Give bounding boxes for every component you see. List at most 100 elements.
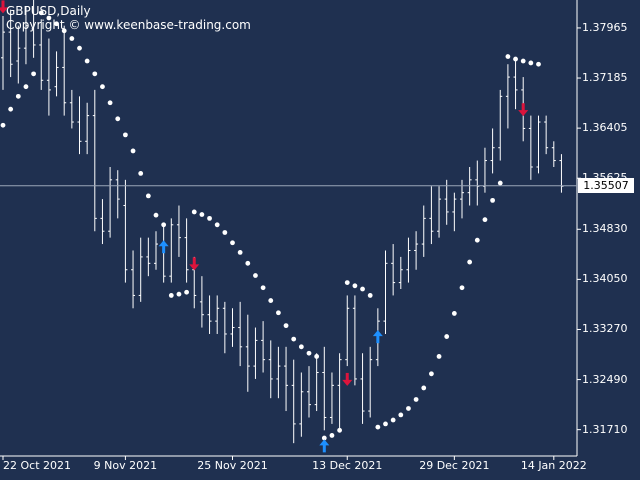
ohlc-bar <box>498 89 503 161</box>
price-label: 1.37185 <box>582 71 628 85</box>
ohlc-bar <box>490 128 495 174</box>
sar-dot <box>413 397 419 402</box>
ohlc-bar <box>352 295 357 386</box>
ohlc-bar <box>230 308 235 347</box>
sar-dot <box>398 412 404 418</box>
ohlc-bar <box>62 25 67 116</box>
sell-arrow-icon <box>0 0 8 14</box>
ohlc-bar <box>536 115 541 174</box>
ohlc-bar <box>77 96 82 155</box>
ohlc-bar <box>85 102 90 155</box>
date-label: 22 Oct 2021 <box>2 459 72 472</box>
sar-dot <box>375 424 381 430</box>
ohlc-bar <box>1 16 5 90</box>
ohlc-bar <box>452 192 457 232</box>
ohlc-bar <box>429 186 434 245</box>
sar-dot <box>520 58 526 64</box>
sar-dot <box>207 215 212 221</box>
sar-dot <box>367 293 373 298</box>
sar-dot <box>31 71 36 77</box>
sar-dot <box>46 15 52 21</box>
symbol-timeframe-label: GBPUSD,Daily <box>6 4 91 18</box>
ohlc-bar <box>123 179 128 283</box>
date-label: 14 Jan 2022 <box>520 459 587 472</box>
ohlc-bar <box>368 346 373 418</box>
sar-dot <box>38 10 44 16</box>
ohlc-bar <box>383 250 388 334</box>
ohlc-bar <box>100 199 105 245</box>
ohlc-bar <box>345 295 350 367</box>
ohlc-bar <box>314 353 319 412</box>
sar-dot <box>115 116 121 122</box>
ohlc-bar <box>284 346 289 412</box>
price-label: 1.37965 <box>582 20 628 34</box>
ohlc-bars <box>1 0 564 444</box>
sar-dot <box>383 421 388 427</box>
sar-dot <box>237 250 243 255</box>
ohlc-bar <box>245 314 250 392</box>
sar-dot <box>337 427 342 433</box>
sar-dot <box>92 71 98 77</box>
time-axis-ticks <box>2 456 555 460</box>
ohlc-bar <box>276 346 281 399</box>
sar-dot <box>497 180 503 186</box>
sar-dot <box>191 209 197 215</box>
ohlc-bar <box>299 372 304 437</box>
ohlc-bar <box>176 205 181 257</box>
sar-dot <box>222 230 228 235</box>
sar-dot <box>474 237 480 243</box>
sar-dot <box>230 240 235 246</box>
ohlc-bar <box>544 115 549 155</box>
ohlc-bar <box>154 231 158 270</box>
ohlc-bar <box>322 346 327 431</box>
sar-dot <box>314 354 320 359</box>
sar-dot <box>153 212 159 218</box>
ohlc-bar <box>69 89 74 129</box>
ohlc-bar <box>329 372 334 424</box>
ohlc-bar <box>253 327 258 379</box>
ohlc-bar <box>92 89 97 232</box>
ohlc-bar <box>398 256 403 290</box>
date-label: 25 Nov 2021 <box>197 459 268 472</box>
ohlc-bar <box>8 9 13 78</box>
sar-dot <box>306 350 312 356</box>
ohlc-bar <box>215 295 220 334</box>
date-label: 13 Dec 2021 <box>312 459 383 472</box>
buy-arrow-icon <box>372 330 383 344</box>
sar-dot <box>184 289 190 295</box>
price-label: 1.34830 <box>582 222 628 236</box>
ohlc-bar <box>138 237 143 302</box>
sell-arrow-icon <box>342 372 353 386</box>
sar-dot <box>199 212 205 217</box>
sar-dot <box>459 285 465 291</box>
ohlc-bar <box>437 186 442 238</box>
sar-dot <box>130 148 136 154</box>
sar-dot <box>260 285 266 291</box>
buy-arrow-icon <box>158 240 169 254</box>
sar-dot <box>138 171 144 176</box>
ohlc-bar <box>115 170 120 219</box>
sar-dot <box>0 122 6 128</box>
sar-dot <box>321 435 327 441</box>
sar-dot <box>490 197 495 203</box>
ohlc-bar <box>528 115 533 180</box>
sar-dot <box>245 260 251 266</box>
sar-dot <box>344 280 350 285</box>
price-label: 1.34050 <box>582 272 628 286</box>
ohlc-bar <box>513 57 518 110</box>
sar-dot <box>161 222 167 228</box>
ohlc-bar <box>146 237 151 277</box>
ohlc-bar <box>391 244 396 296</box>
sar-dot <box>429 371 434 377</box>
ohlc-bar <box>108 166 113 238</box>
ohlc-bar <box>46 38 51 116</box>
ohlc-bar <box>222 301 227 354</box>
sar-dot <box>253 273 258 278</box>
sar-dot <box>406 406 411 411</box>
sar-dot <box>123 132 128 138</box>
ohlc-bar <box>31 0 36 58</box>
ohlc-bar <box>54 51 59 97</box>
price-label: 1.32490 <box>582 372 628 386</box>
